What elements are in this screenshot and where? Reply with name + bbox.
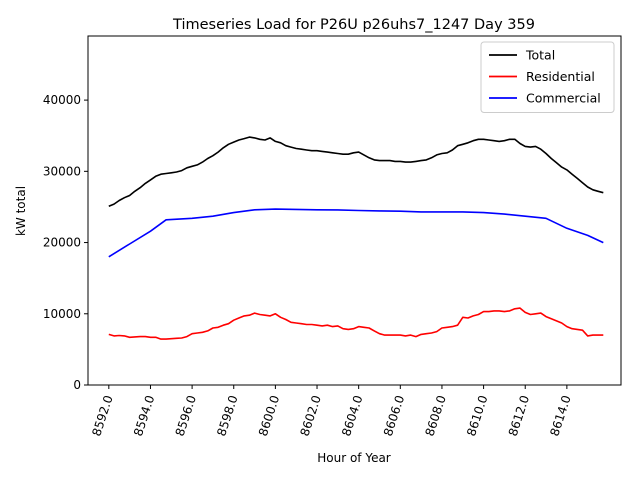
- y-tick-label: 30000: [43, 164, 81, 178]
- series-line-residential: [108, 307, 604, 340]
- y-tick-label: 20000: [43, 236, 81, 250]
- legend-label-total: Total: [525, 48, 555, 63]
- chart-title: Timeseries Load for P26U p26uhs7_1247 Da…: [172, 17, 535, 33]
- y-tick-label: 40000: [43, 93, 81, 107]
- series-line-commercial: [108, 208, 604, 258]
- series-lines: [108, 136, 604, 340]
- y-axis: 0 10000 20000 30000 40000: [43, 93, 88, 392]
- series-line-total: [108, 136, 604, 207]
- plot-frame: [87, 35, 622, 386]
- x-axis-label: Hour of Year: [317, 451, 391, 465]
- y-axis-label: kW total: [14, 186, 28, 236]
- legend: Total Residential Commercial: [480, 41, 615, 113]
- legend-box: [480, 41, 615, 113]
- y-tick-label: 10000: [43, 307, 81, 321]
- y-tick-label: 0: [73, 378, 81, 392]
- legend-label-residential: Residential: [526, 69, 595, 84]
- legend-label-commercial: Commercial: [526, 91, 601, 106]
